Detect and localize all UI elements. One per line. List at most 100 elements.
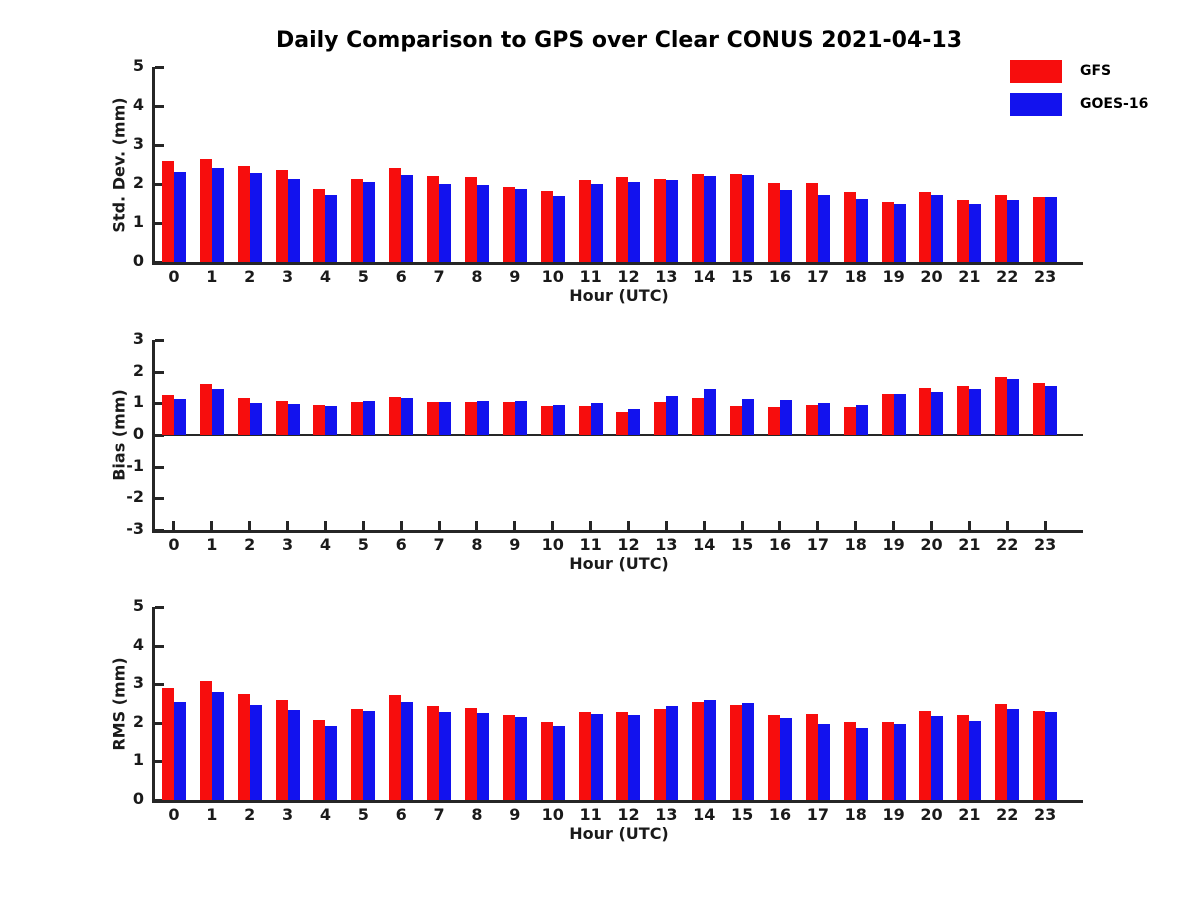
goes16-bar-hour-20 xyxy=(931,391,944,435)
gfs-bar-hour-7 xyxy=(427,175,440,262)
zero-baseline xyxy=(152,434,1083,436)
x-tick xyxy=(816,521,820,530)
x-tick-label: 7 xyxy=(433,535,445,554)
goes16-bar-hour-22 xyxy=(1007,379,1020,435)
goes16-bar-hour-13 xyxy=(666,396,679,435)
goes16-bar-hour-14 xyxy=(704,176,717,262)
y-tick-label: -1 xyxy=(126,455,144,475)
gfs-bar-hour-17 xyxy=(805,183,818,262)
x-tick-label: 14 xyxy=(693,805,716,824)
goes16-bar-hour-23 xyxy=(1045,385,1058,435)
gfs-bar-hour-18 xyxy=(843,722,856,800)
x-tick-label: 13 xyxy=(655,805,678,824)
x-tick xyxy=(361,521,365,530)
gfs-bar-hour-15 xyxy=(730,405,743,435)
x-tick-label: 20 xyxy=(920,267,943,286)
x-tick-label: 8 xyxy=(471,267,483,286)
x-tick xyxy=(399,521,403,530)
goes16-bar-hour-15 xyxy=(742,702,755,800)
gfs-bar-hour-13 xyxy=(654,402,667,435)
gfs-bar-hour-11 xyxy=(578,406,591,435)
gfs-bar-hour-16 xyxy=(767,714,780,800)
goes16-bar-hour-12 xyxy=(628,182,641,262)
x-tick-label: 5 xyxy=(357,805,369,824)
x-tick-label: 3 xyxy=(281,805,294,824)
y-tick xyxy=(155,105,164,108)
goes16-bar-hour-17 xyxy=(817,723,830,800)
goes16-bar-hour-18 xyxy=(855,405,868,435)
gfs-bar-hour-0 xyxy=(161,395,174,435)
legend-swatch-gfs xyxy=(1010,60,1062,83)
y-tick xyxy=(155,183,164,186)
gfs-bar-hour-15 xyxy=(730,705,743,800)
x-tick-label: 9 xyxy=(509,267,521,286)
x-tick xyxy=(513,521,517,530)
x-tick-label: 22 xyxy=(996,805,1019,824)
goes16-bar-hour-4 xyxy=(325,725,338,800)
x-tick-label: 12 xyxy=(617,805,640,824)
gfs-bar-hour-17 xyxy=(805,713,818,800)
goes16-bar-hour-0 xyxy=(173,701,186,800)
x-tick xyxy=(437,521,441,530)
x-tick-label: 3 xyxy=(281,535,294,554)
gfs-bar-hour-11 xyxy=(578,180,591,262)
goes16-bar-hour-19 xyxy=(893,724,906,800)
x-tick xyxy=(626,521,630,530)
gfs-bar-hour-21 xyxy=(957,715,970,800)
x-tick-label: 4 xyxy=(319,267,331,286)
x-tick-label: 18 xyxy=(844,805,867,824)
goes16-bar-hour-13 xyxy=(666,706,679,800)
goes16-bar-hour-1 xyxy=(211,691,224,800)
x-tick-label: 11 xyxy=(579,535,602,554)
goes16-bar-hour-8 xyxy=(476,713,489,800)
gfs-bar-hour-0 xyxy=(161,160,174,262)
x-axis-label: Hour (UTC) xyxy=(569,824,669,843)
figure-title: Daily Comparison to GPS over Clear CONUS… xyxy=(275,28,963,53)
gfs-bar-hour-9 xyxy=(502,715,515,800)
x-tick-label: 14 xyxy=(693,535,716,554)
gfs-bar-hour-20 xyxy=(919,711,932,800)
gfs-bar-hour-2 xyxy=(237,397,250,435)
x-tick-label: 9 xyxy=(509,535,521,554)
gfs-bar-hour-20 xyxy=(919,192,932,262)
goes16-bar-hour-17 xyxy=(817,403,830,435)
goes16-bar-hour-22 xyxy=(1007,199,1020,262)
goes16-bar-hour-7 xyxy=(439,183,452,262)
gfs-bar-hour-8 xyxy=(464,402,477,435)
goes16-bar-hour-17 xyxy=(817,194,830,262)
x-tick-label: 19 xyxy=(882,805,905,824)
gfs-bar-hour-18 xyxy=(843,191,856,262)
x-tick-label: 17 xyxy=(806,805,829,824)
goes16-bar-hour-10 xyxy=(552,404,565,435)
gfs-bar-hour-4 xyxy=(313,719,326,800)
x-tick-label: 23 xyxy=(1033,535,1057,554)
goes16-bar-hour-14 xyxy=(704,699,717,800)
y-tick xyxy=(155,799,164,802)
gfs-bar-hour-5 xyxy=(351,402,364,435)
x-tick-label: 12 xyxy=(617,535,640,554)
gfs-bar-hour-8 xyxy=(464,177,477,262)
x-tick-label: 9 xyxy=(509,805,521,824)
goes16-bar-hour-18 xyxy=(855,198,868,262)
x-tick xyxy=(929,521,933,530)
x-tick-label: 4 xyxy=(319,535,331,554)
y-tick xyxy=(155,339,164,342)
x-axis-label: Hour (UTC) xyxy=(569,554,669,573)
goes16-bar-hour-21 xyxy=(969,720,982,800)
y-axis-label: Std. Dev. (mm) xyxy=(109,96,129,233)
y-axis-spine xyxy=(152,340,155,533)
goes16-bar-hour-8 xyxy=(476,184,489,262)
y-tick-label: 3 xyxy=(132,134,144,153)
x-tick-label: 10 xyxy=(541,267,564,286)
gfs-bar-hour-10 xyxy=(540,405,553,435)
y-tick-label: -2 xyxy=(126,487,144,507)
x-tick-label: 14 xyxy=(693,267,716,286)
goes16-bar-hour-14 xyxy=(704,389,717,435)
x-axis-spine xyxy=(152,530,1083,533)
y-tick-label: 2 xyxy=(132,173,144,192)
y-tick-label: 0 xyxy=(132,789,144,808)
y-axis-label: RMS (mm) xyxy=(109,656,129,751)
x-tick xyxy=(892,521,896,530)
x-tick-label: 2 xyxy=(244,267,256,286)
